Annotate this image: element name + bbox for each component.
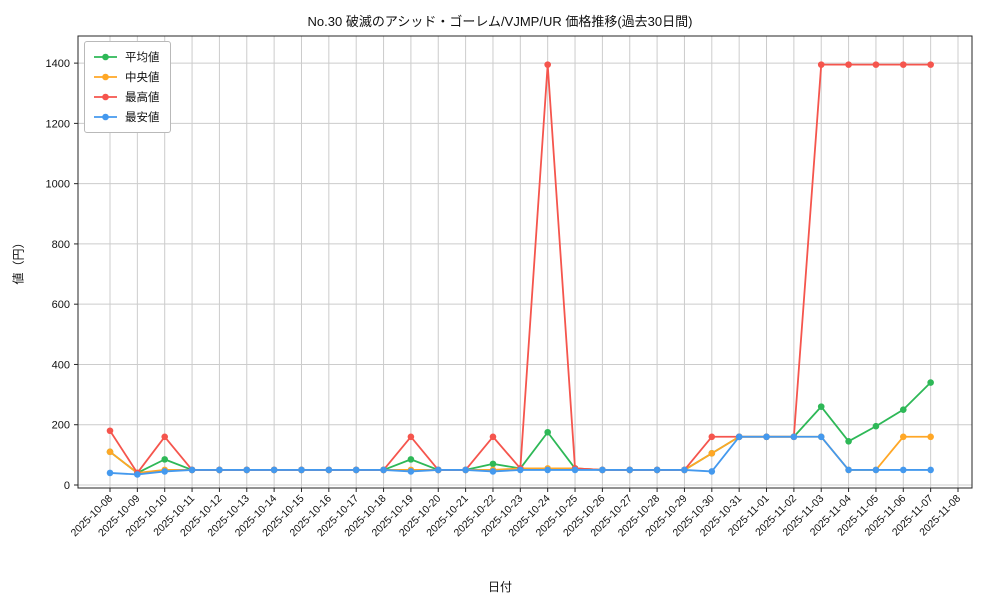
legend-label: 最安値 [125,112,160,124]
legend-marker [94,113,117,121]
svg-text:1400: 1400 [46,58,70,70]
legend-label: 平均値 [125,52,160,64]
legend: 平均値中央値最高値最安値 [84,41,171,133]
svg-text:0: 0 [64,480,70,492]
svg-text:800: 800 [52,239,70,251]
x-axis-label: 日付 [487,580,512,594]
chart-title: No.30 破滅のアシッド・ゴーレム/VJMP/UR 価格推移(過去30日間) [307,14,693,29]
legend-item: 最高値 [93,87,160,107]
legend-item: 平均値 [93,47,160,67]
legend-marker [94,73,117,81]
legend-item: 最安値 [93,107,160,127]
svg-text:400: 400 [52,359,70,371]
legend-label: 中央値 [125,72,160,84]
legend-marker [94,93,117,101]
svg-text:1200: 1200 [46,118,70,130]
svg-text:1000: 1000 [46,179,70,191]
legend-item: 中央値 [93,67,160,87]
svg-text:600: 600 [52,299,70,311]
legend-label: 最高値 [125,92,160,104]
svg-text:200: 200 [52,420,70,432]
legend-marker [94,53,117,61]
